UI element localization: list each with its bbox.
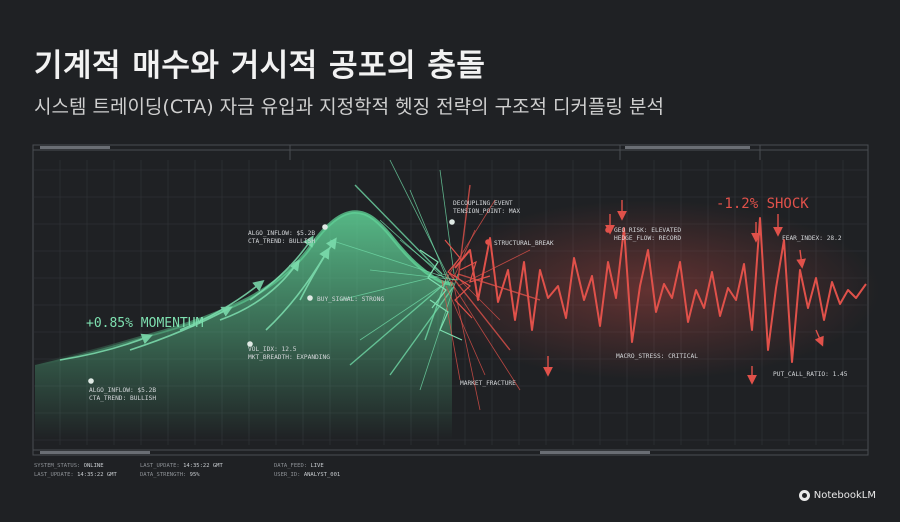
user-id-value: ANALYST_001 — [303, 472, 341, 478]
cta-trend-high-label: CTA_TREND: BULLISH — [248, 238, 315, 245]
fracture-line — [359, 279, 451, 341]
brand-name: NotebookLM — [813, 490, 876, 501]
bear-shock-wave — [454, 217, 867, 363]
user-id-label: USER_ID: — [274, 472, 301, 478]
fracture-line — [369, 269, 459, 281]
macro-stress-label: MACRO_STRESS: CRITICAL — [616, 353, 698, 360]
last-update-label: LAST_UPDATE: — [34, 472, 74, 478]
buy-signal-label: BUY_SIGNAL: STRONG — [317, 296, 384, 303]
fracture-line — [441, 279, 461, 381]
fracture-line — [399, 239, 443, 275]
fracture-line — [419, 273, 459, 391]
decoupling-event-label: DECOUPLING_EVENT — [453, 200, 513, 207]
fracture-line — [424, 279, 447, 341]
mkt-breadth-label: MKT_BREADTH: EXPANDING — [248, 354, 330, 361]
fracture-line — [329, 239, 455, 281]
fracture-crack — [429, 299, 463, 341]
fracture-line — [445, 273, 521, 391]
fracture-line — [354, 184, 443, 275]
fracture-line — [453, 285, 481, 411]
fracture-line — [389, 285, 455, 376]
annotation-markers — [88, 219, 611, 384]
fracture-line — [449, 273, 511, 351]
fracture-line — [409, 189, 451, 287]
system-status-value: ONLINE — [83, 463, 104, 469]
fear-index-label: FEAR_INDEX: 28.2 — [782, 235, 842, 242]
structural-break-label: STRUCTURAL_BREAK — [494, 240, 554, 247]
last-update-2: LAST_UPDATE: 14:35:22 GMT — [140, 463, 223, 469]
data-strength-label: DATA_STRENGTH: — [140, 472, 187, 478]
fracture-line — [441, 199, 496, 287]
bull-arrows — [59, 235, 337, 361]
data-feed-value: LIVE — [310, 463, 324, 469]
vol-idx-label: VOL_IDX: 12.5 — [248, 346, 297, 353]
data-strength-value: 95% — [189, 472, 200, 478]
data-feed-label: DATA_FEED: — [274, 463, 308, 469]
bear-glow — [420, 200, 880, 380]
fracture-crack — [444, 239, 473, 319]
fracture-line — [349, 285, 443, 366]
fracture-crack — [419, 249, 447, 309]
fracture-line — [389, 159, 451, 281]
shock-label: -1.2% SHOCK — [716, 196, 809, 212]
user-id: USER_ID: ANALYST_001 — [274, 472, 340, 478]
status-footer: SYSTEM_STATUS: ONLINE LAST_UPDATE: 14:35… — [34, 463, 634, 487]
system-status: SYSTEM_STATUS: ONLINE — [34, 463, 104, 469]
last-update2-value: 14:35:22 GMT — [183, 463, 223, 469]
momentum-label: +0.85% MOMENTUM — [86, 316, 204, 331]
notebooklm-logo-icon — [798, 490, 810, 501]
bull-momentum-curve — [33, 210, 454, 367]
brand-badge: NotebookLM — [798, 490, 876, 501]
hedge-flow-label: HEDGE_FLOW: RECORD — [614, 235, 681, 242]
fracture-zone — [329, 159, 541, 411]
last-update-1: LAST_UPDATE: 14:35:22 GMT — [34, 472, 117, 478]
data-feed: DATA_FEED: LIVE — [274, 463, 324, 469]
system-status-label: SYSTEM_STATUS: — [34, 463, 81, 469]
cta-trend-low-label: CTA_TREND: BULLISH — [89, 395, 156, 402]
tension-point-label: TENSION_POINT: MAX — [453, 208, 520, 215]
data-strength: DATA_STRENGTH: 95% — [140, 472, 200, 478]
geo-risk-label: GEO_RISK: ELEVATED — [614, 227, 681, 234]
last-update-value: 14:35:22 GMT — [77, 472, 117, 478]
fracture-line — [445, 285, 486, 376]
algo-inflow-low-label: ALGO_INFLOW: $5.2B — [89, 387, 156, 394]
put-call-ratio-label: PUT_CALL_RATIO: 1.45 — [773, 371, 848, 378]
page-subtitle: 시스템 트레이딩(CTA) 자금 유입과 지정학적 헷징 전략의 구조적 디커플… — [34, 96, 664, 118]
fracture-line — [379, 219, 447, 281]
bull-area-fill — [35, 212, 452, 440]
fracture-line — [439, 169, 455, 275]
page-title: 기계적 매수와 거시적 공포의 충돌 — [34, 48, 486, 84]
market-fracture-label: MARKET_FRACTURE — [460, 380, 516, 387]
algo-inflow-high-label: ALGO_INFLOW: $5.2B — [248, 230, 315, 237]
last-update2-label: LAST_UPDATE: — [140, 463, 180, 469]
